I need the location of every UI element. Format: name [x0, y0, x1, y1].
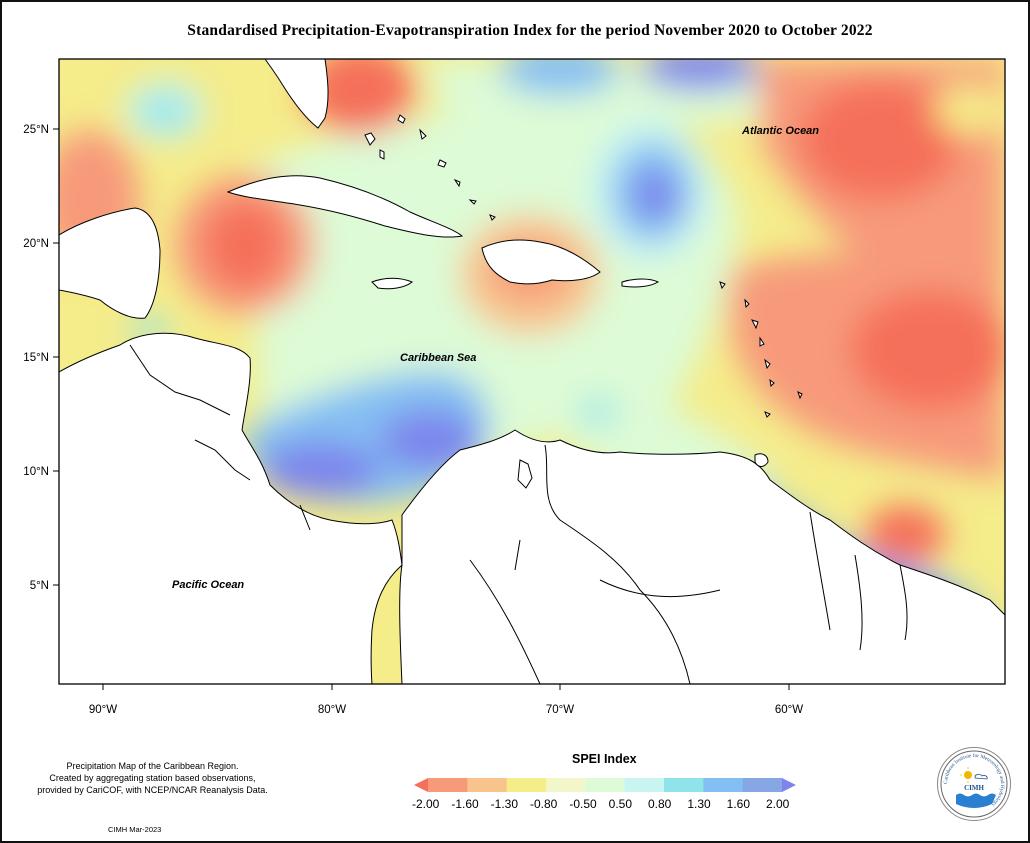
lat-label-25n: 25°N [23, 124, 49, 136]
map-frame [58, 58, 1006, 685]
description-line-1: Precipitation Map of the Caribbean Regio… [66, 761, 239, 771]
legend-tick-label: 0.80 [648, 797, 672, 811]
legend-tick-label: 1.30 [687, 797, 711, 811]
legend-arrow-high [782, 778, 796, 792]
lat-label-5n: 5°N [30, 580, 49, 592]
credit-text: CIMH Mar-2023 [108, 825, 162, 834]
legend-tick-label: 0.50 [608, 797, 633, 811]
legend-tick-label: -1.30 [490, 797, 519, 811]
legend-tick-label: 1.60 [726, 797, 751, 811]
small-islands [364, 114, 803, 489]
sun-rays-icon [960, 767, 976, 783]
legend-swatch [742, 778, 783, 792]
lon-label-70w: 70°W [546, 704, 574, 716]
legend-tick-label: -0.50 [569, 797, 597, 811]
description-line-2: Created by aggregating station based obs… [49, 773, 256, 783]
logo-acronym: CIMH [964, 784, 984, 792]
legend-swatch [428, 778, 468, 792]
lon-label-80w: 80°W [318, 704, 346, 716]
description-line-3: provided by CariCOF, with NCEP/NCAR Rean… [37, 785, 268, 795]
atlantic-ocean-label: Atlantic Ocean [741, 125, 819, 137]
legend-swatch [467, 778, 508, 792]
legend-swatch [546, 778, 586, 792]
legend-tick-label: -1.60 [451, 797, 479, 811]
map-description: Precipitation Map of the Caribbean Regio… [10, 760, 295, 796]
caribbean-sea-label: Caribbean Sea [400, 352, 476, 364]
country-borders [129, 344, 908, 684]
cloud-icon [974, 773, 988, 780]
longitude-axis [102, 684, 790, 690]
legend-tick-label: 2.00 [766, 797, 790, 811]
lat-label-10n: 10°N [23, 466, 49, 478]
legend-swatch [703, 778, 744, 792]
legend-arrow-low [414, 778, 428, 792]
legend-tick-label: -0.80 [530, 797, 558, 811]
latitude-axis [53, 128, 59, 586]
legend-tick-labels: -2.00 -1.60 -1.30 -0.80 -0.50 0.50 0.80 1.30 1.6… [412, 797, 810, 815]
pacific-ocean-label: Pacific Ocean [172, 579, 244, 591]
legend-tick-label: -2.00 [412, 797, 440, 811]
lon-label-60w: 60°W [775, 704, 803, 716]
map-title: Standardised Precipitation-Evapotranspir… [187, 22, 873, 39]
lon-label-90w: 90°W [89, 704, 117, 716]
lat-label-15n: 15°N [23, 352, 49, 364]
lat-label-20n: 20°N [23, 238, 49, 250]
legend-swatch [624, 778, 665, 792]
legend-swatch [585, 778, 626, 792]
legend-swatch [506, 778, 547, 792]
legend-title: SPEI Index [572, 752, 637, 766]
sun-icon [964, 771, 972, 779]
legend-swatch [664, 778, 704, 792]
water-waves-icon [956, 793, 996, 808]
spei-color-legend [414, 778, 796, 792]
cimh-logo: Caribbean Institute for Meteorology and … [937, 747, 1011, 821]
land-masses [59, 59, 1005, 684]
